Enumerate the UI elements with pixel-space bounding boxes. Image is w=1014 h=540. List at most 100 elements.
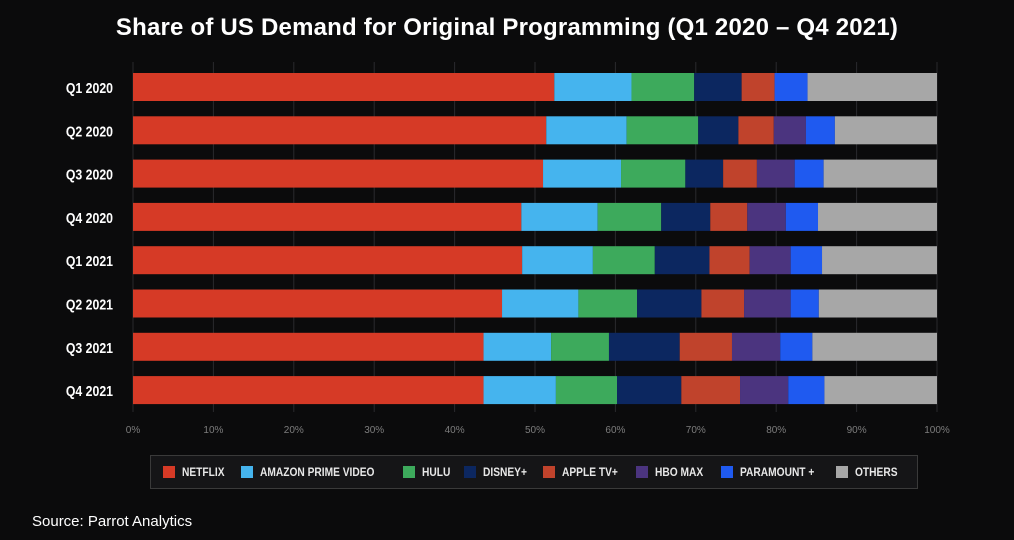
legend-swatch <box>835 466 848 478</box>
bar-segment-hbo-max <box>744 289 791 318</box>
x-tick-label: 30% <box>364 425 384 436</box>
bar-segment-others <box>824 376 937 405</box>
category-label: Q1 2020 <box>66 80 113 96</box>
legend-label: DISNEY+ <box>482 465 527 479</box>
bar-segment-disney <box>637 289 702 318</box>
bar-segment-apple-tv <box>701 289 745 318</box>
category-label: Q3 2020 <box>66 166 113 182</box>
legend-item: OTHERS <box>835 465 905 479</box>
bar-segment-paramount <box>774 73 808 101</box>
x-tick-label: 40% <box>445 425 465 436</box>
bar-segment-hbo-max <box>731 332 781 361</box>
bar-segment-hulu <box>621 159 686 188</box>
bar-segment-hulu <box>555 376 618 405</box>
legend-label: AMAZON PRIME VIDEO <box>259 465 375 479</box>
bar-segment-netflix <box>133 289 503 318</box>
bar-segment-hbo-max <box>740 376 789 405</box>
x-tick-label: 100% <box>924 425 950 436</box>
bar-segment-hbo-max <box>756 159 795 188</box>
bar-segment-amazon-prime-video <box>521 202 598 231</box>
x-tick-label: 20% <box>284 425 304 436</box>
x-tick-label: 90% <box>847 425 867 436</box>
bar-segment-amazon-prime-video <box>483 332 552 361</box>
source-note: Source: Parrot Analytics <box>32 513 193 530</box>
bar-segment-disney <box>617 376 682 405</box>
bar-segment-amazon-prime-video <box>554 73 632 101</box>
bar-segment-hulu <box>578 289 638 318</box>
legend-swatch <box>720 466 733 478</box>
bar-segment-disney <box>698 116 739 145</box>
bar-segment-disney <box>654 246 710 275</box>
legend-label: NETFLIX <box>182 465 225 479</box>
legend: NETFLIX AMAZON PRIME VIDEO HULU DISNEY+ APPL… <box>150 455 918 489</box>
bar-segment-hulu <box>626 116 699 145</box>
x-tick-label: 70% <box>686 425 706 436</box>
bar-segment-others <box>834 116 937 145</box>
category-label: Q4 2020 <box>66 210 113 226</box>
bar-segment-hulu <box>592 246 655 275</box>
legend-swatch <box>403 466 416 478</box>
category-label: Q2 2020 <box>66 123 113 139</box>
bar-segment-apple-tv <box>679 332 732 361</box>
bar-segment-disney <box>661 202 711 231</box>
category-label: Q4 2021 <box>66 383 113 399</box>
legend-swatch <box>636 466 649 478</box>
bar-segment-others <box>818 202 937 231</box>
legend-label: HBO MAX <box>655 465 704 479</box>
legend-swatch <box>240 466 253 478</box>
bar-segment-paramount <box>788 376 825 405</box>
bar-segment-amazon-prime-video <box>522 246 593 275</box>
legend-swatch <box>543 466 556 478</box>
legend-label: HULU <box>422 465 451 479</box>
x-tick-label: 10% <box>203 425 223 436</box>
legend-swatch <box>163 466 176 478</box>
bar-segment-apple-tv <box>741 73 775 101</box>
bar-segment-others <box>823 159 937 188</box>
bar-segment-paramount <box>790 289 819 318</box>
bar-segment-apple-tv <box>710 202 748 231</box>
legend-swatch <box>463 466 476 478</box>
bar-segment-netflix <box>133 332 484 361</box>
bar-segment-paramount <box>785 202 819 231</box>
bar-segment-hulu <box>631 73 695 101</box>
bar-segment-apple-tv <box>723 159 757 188</box>
legend-item: AMAZON PRIME VIDEO <box>240 465 395 479</box>
bar-segment-netflix <box>133 376 484 405</box>
x-tick-label: 50% <box>525 425 545 436</box>
chart-title: Share of US Demand for Original Programm… <box>115 14 899 41</box>
bar-segment-apple-tv <box>681 376 741 405</box>
category-label: Q1 2021 <box>66 253 113 269</box>
x-tick-label: 0% <box>126 425 141 436</box>
bar-segment-paramount <box>794 159 824 188</box>
legend-item: DISNEY+ <box>463 465 535 479</box>
bar-segment-others <box>807 73 937 101</box>
bar-segment-hulu <box>597 202 662 231</box>
legend-item: HBO MAX <box>636 465 712 479</box>
bar-segment-others <box>818 289 937 318</box>
bar-segment-hulu <box>551 332 609 361</box>
bar-segment-hbo-max <box>747 202 786 231</box>
bar-segment-netflix <box>133 246 523 275</box>
bar-segment-others <box>812 332 937 361</box>
category-label: Q3 2021 <box>66 340 113 356</box>
bar-segment-amazon-prime-video <box>546 116 627 145</box>
bar-segment-amazon-prime-video <box>483 376 556 405</box>
x-tick-label: 60% <box>605 425 625 436</box>
bar-segment-apple-tv <box>738 116 774 145</box>
bar-segment-others <box>822 246 937 275</box>
bar-segment-hbo-max <box>749 246 791 275</box>
bar-segment-disney <box>608 332 680 361</box>
legend-item: NETFLIX <box>163 465 232 479</box>
bar-segment-netflix <box>133 73 555 101</box>
bar-segment-paramount <box>790 246 823 275</box>
bars <box>133 73 937 405</box>
legend-label: OTHERS <box>854 465 898 479</box>
legend-item: PARAMOUNT + <box>720 465 827 479</box>
bar-segment-netflix <box>133 116 547 145</box>
legend-item: APPLE TV+ <box>543 465 628 479</box>
x-tick-labels: 0% 10% 20% 30% 40% 50% 60% 70% 80% 90% 100% <box>126 425 950 436</box>
legend-item: HULU <box>403 465 455 479</box>
bar-segment-disney <box>685 159 724 188</box>
x-tick-label: 80% <box>766 425 786 436</box>
